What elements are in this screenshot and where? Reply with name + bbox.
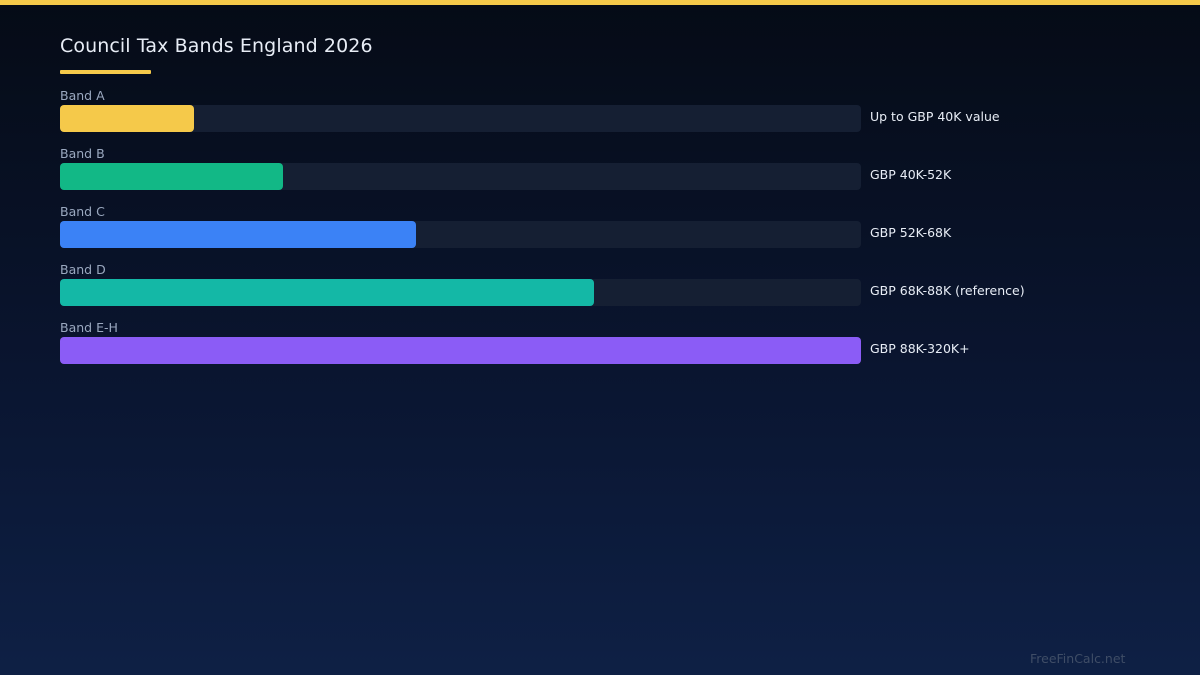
value-label: GBP 40K-52K bbox=[870, 167, 951, 182]
bar-row: Band A Up to GBP 40K value bbox=[60, 88, 1140, 146]
bar-row: Band B GBP 40K-52K bbox=[60, 146, 1140, 204]
bar-track bbox=[60, 279, 861, 306]
bar-row: Band D GBP 68K-88K (reference) bbox=[60, 262, 1140, 320]
category-label: Band A bbox=[60, 88, 105, 103]
bar-track bbox=[60, 221, 861, 248]
value-label: GBP 68K-88K (reference) bbox=[870, 283, 1025, 298]
bar bbox=[60, 279, 594, 306]
bar-row: Band E-H GBP 88K-320K+ bbox=[60, 320, 1140, 378]
chart-title: Council Tax Bands England 2026 bbox=[60, 35, 373, 57]
value-label: Up to GBP 40K value bbox=[870, 109, 1000, 124]
bar bbox=[60, 221, 416, 248]
value-label: GBP 88K-320K+ bbox=[870, 341, 970, 356]
bar bbox=[60, 105, 194, 132]
value-label: GBP 52K-68K bbox=[870, 225, 951, 240]
category-label: Band E-H bbox=[60, 320, 118, 335]
bar-chart: Band A Up to GBP 40K value Band B GBP 40K-5… bbox=[60, 88, 1140, 378]
bar-row: Band C GBP 52K-68K bbox=[60, 204, 1140, 262]
bar bbox=[60, 163, 283, 190]
bar-track bbox=[60, 337, 861, 364]
category-label: Band B bbox=[60, 146, 105, 161]
bar-track bbox=[60, 105, 861, 132]
category-label: Band D bbox=[60, 262, 106, 277]
watermark: FreeFinCalc.net bbox=[1030, 651, 1125, 666]
bar-track bbox=[60, 163, 861, 190]
category-label: Band C bbox=[60, 204, 105, 219]
bar bbox=[60, 337, 861, 364]
top-accent-bar bbox=[0, 0, 1200, 5]
title-underline bbox=[60, 70, 151, 74]
